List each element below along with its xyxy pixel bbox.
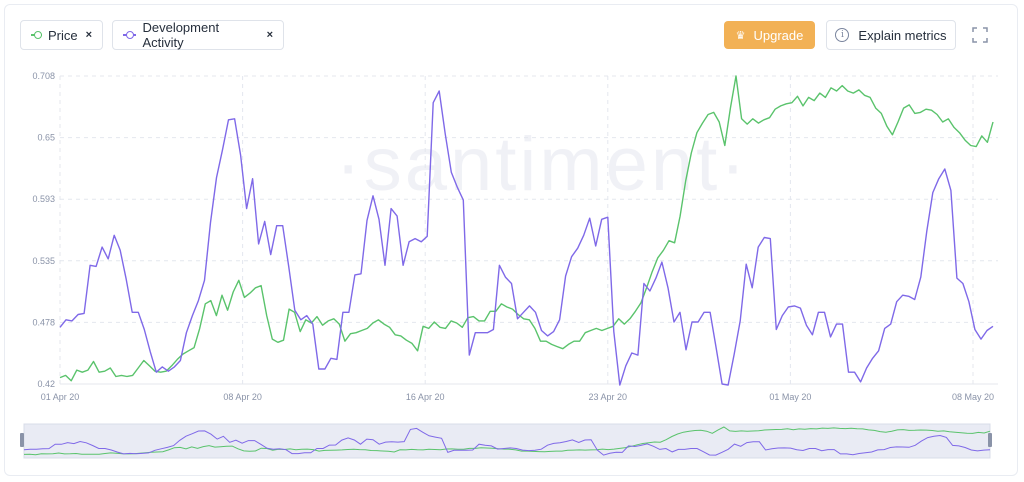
legend-chip-development-activity[interactable]: Development Activity × [112,20,284,50]
upgrade-button[interactable]: ♛ Upgrade [724,21,815,49]
legend-label-price: Price [47,27,78,43]
fullscreen-icon[interactable] [972,27,988,43]
crown-icon: ♛ [735,29,746,42]
chart-panel [4,4,1018,476]
close-icon[interactable]: × [266,29,273,41]
legend-label-development-activity: Development Activity [142,20,220,50]
upgrade-label: Upgrade [753,27,804,43]
legend-chip-price[interactable]: Price × [20,20,103,50]
line-marker-icon [123,29,137,41]
info-icon: i [835,28,850,42]
line-marker-icon [31,29,42,41]
explain-metrics-button[interactable]: i Explain metrics [826,20,956,50]
explain-metrics-label: Explain metrics [858,27,947,43]
close-icon[interactable]: × [85,29,92,41]
